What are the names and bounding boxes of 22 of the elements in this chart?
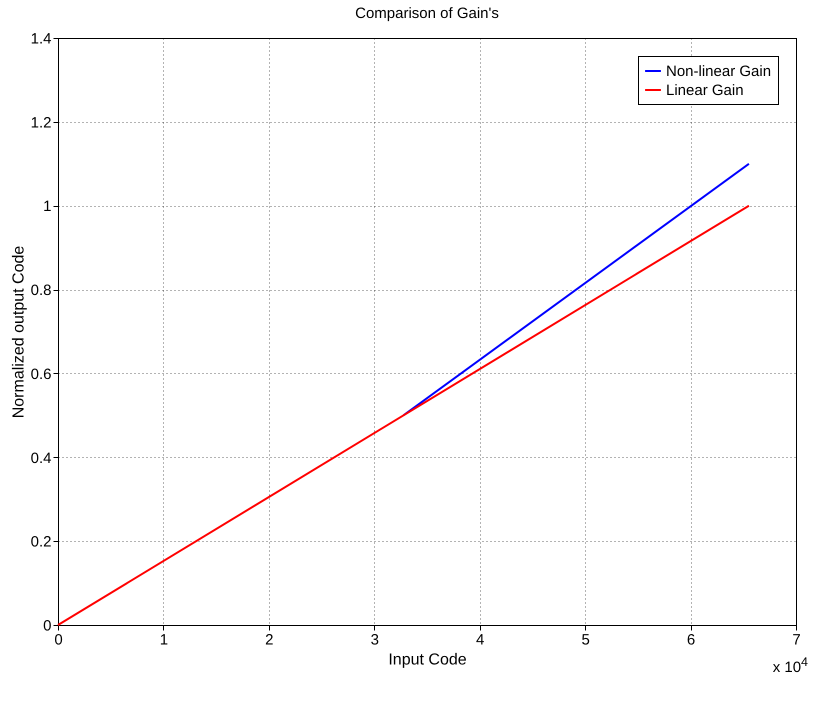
y-tick-label: 0.2 (30, 534, 52, 551)
chart-title: Comparison of Gain's (355, 5, 499, 22)
y-tick-label: 0 (43, 618, 52, 634)
y-tick-label: 0.4 (30, 450, 52, 467)
text: x 10$^{4}$ (772, 655, 808, 676)
x-tick-label: 6 (686, 632, 696, 648)
legend-label: Non-linear Gain (666, 63, 772, 80)
x-tick-label: 1 (160, 632, 168, 648)
y-tick-label: 1.4 (30, 30, 52, 48)
x-axis-title: Input Code (388, 652, 467, 668)
y-tick-label: 0.6 (30, 366, 52, 383)
x-tick-label: 3 (370, 632, 379, 648)
x-tick-label: 7 (792, 632, 801, 648)
y-tick-label: 0.8 (30, 282, 52, 300)
y-tick-label: 1 (43, 198, 52, 216)
legend-label: Linear Gain (666, 82, 744, 99)
y-axis-title: Normalized output Code (10, 246, 28, 418)
x-tick-label: 2 (265, 632, 274, 648)
x-tick-label: 0 (54, 632, 63, 648)
y-tick-label: 1.2 (30, 114, 52, 132)
x-tick-label: 5 (581, 632, 590, 648)
x-tick-label: 4 (476, 632, 484, 648)
